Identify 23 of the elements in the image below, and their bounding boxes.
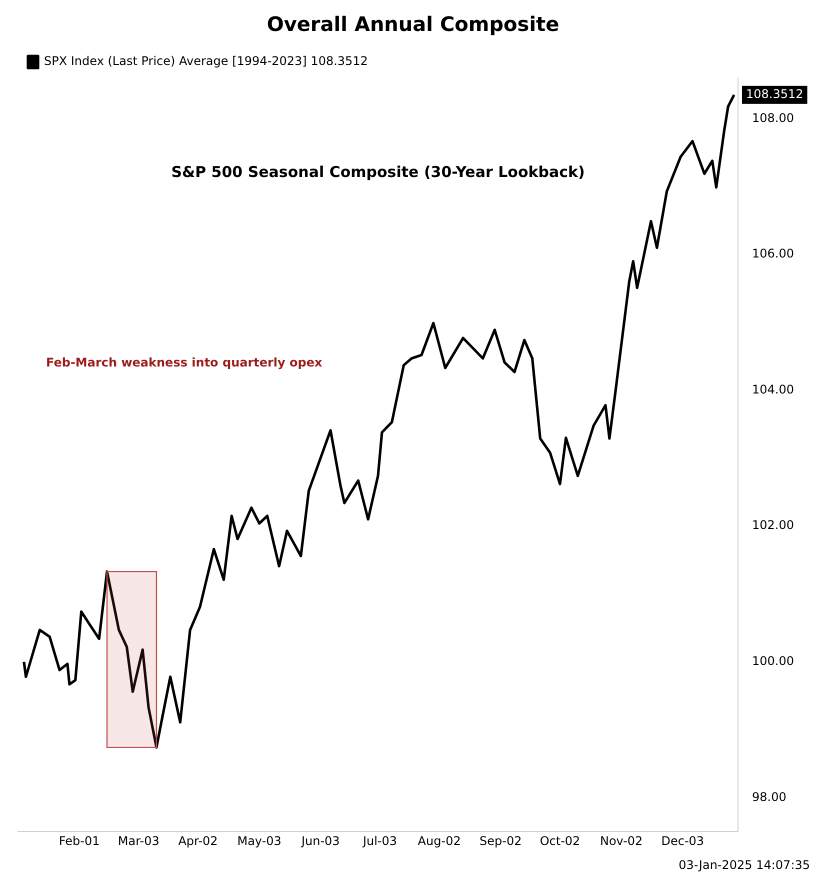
- chart-title: Overall Annual Composite: [266, 12, 560, 36]
- x-tick-label: Nov-02: [600, 834, 643, 848]
- y-tick-label: 104.00: [752, 382, 794, 396]
- x-tick-label: Aug-02: [418, 834, 461, 848]
- x-tick-label: Sep-02: [480, 834, 522, 848]
- x-tick-label: Dec-03: [661, 834, 704, 848]
- x-tick-label: Apr-02: [178, 834, 218, 848]
- x-tick-label: Feb-01: [58, 834, 100, 848]
- y-tick-label: 106.00: [752, 246, 794, 261]
- y-tick-label: 100.00: [752, 654, 794, 668]
- y-tick-label: 102.00: [752, 518, 794, 532]
- y-tick-label: 108.00: [752, 110, 794, 125]
- x-tick-label: Jun-03: [300, 834, 340, 848]
- x-tick-label: May-03: [237, 834, 282, 848]
- legend-label: SPX Index (Last Price) Average [1994-2023] 108.3512: [44, 54, 368, 68]
- x-tick-label: Oct-02: [540, 834, 580, 848]
- x-tick-label: Mar-03: [118, 834, 160, 848]
- data-label: 108.3512: [746, 87, 804, 102]
- y-tick-label: 98.00: [752, 790, 786, 804]
- x-tick-label: Jul-03: [362, 834, 398, 848]
- text: 03-Jan-2025 14:07:35: [678, 858, 810, 872]
- text: S&P 500 Seasonal Composite (30-Year Lookback): [171, 162, 585, 181]
- annotation: Feb-March weakness into quarterly opex: [46, 355, 322, 370]
